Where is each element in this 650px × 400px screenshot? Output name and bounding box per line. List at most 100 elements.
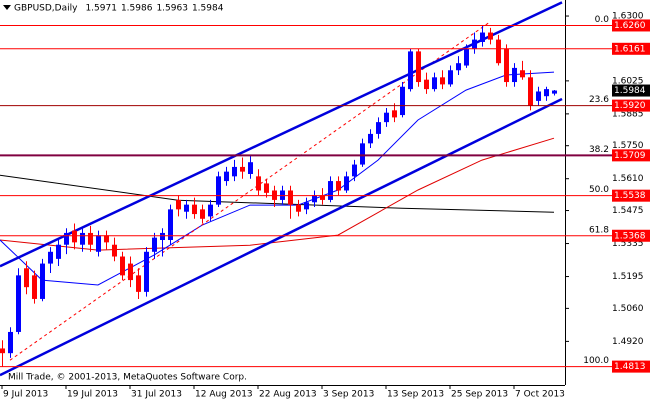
- candle-body: [0, 348, 5, 354]
- overlay-line: [0, 97, 563, 377]
- y-tick-label: 1.5750: [612, 141, 644, 151]
- candle-body: [464, 49, 469, 66]
- candle-body: [88, 232, 93, 245]
- x-tick-label: 25 Sep 2013: [451, 390, 508, 400]
- candle-body: [112, 244, 117, 257]
- candle-body: [32, 275, 37, 299]
- header-value: 1.5971: [85, 4, 117, 14]
- candle-body: [160, 232, 165, 241]
- candle-body: [128, 263, 133, 281]
- candle-body: [248, 162, 253, 174]
- candle-body: [488, 32, 493, 40]
- x-tick-label: 9 Jul 2013: [3, 390, 48, 400]
- level-price-label: 1.5538: [614, 191, 646, 201]
- candle-body: [496, 39, 501, 64]
- candle-body: [304, 202, 309, 210]
- candle-body: [96, 235, 101, 252]
- candle-body: [64, 232, 69, 245]
- candle-body: [432, 77, 437, 90]
- candle-body: [288, 190, 293, 205]
- fib-label: 38.2: [589, 145, 609, 155]
- x-tick-label: 7 Oct 2013: [515, 390, 565, 400]
- candle-body: [344, 176, 349, 191]
- candle-body: [360, 143, 365, 165]
- fib-label: 23.6: [589, 95, 609, 105]
- candle-body: [224, 171, 229, 182]
- level-price-box: [612, 19, 650, 32]
- candle-body: [480, 32, 485, 42]
- candle-body: [144, 251, 149, 292]
- candle-body: [152, 237, 157, 252]
- candle-body: [400, 86, 405, 116]
- candle-body: [440, 77, 445, 85]
- candle-body: [384, 112, 389, 123]
- candle-body: [544, 89, 549, 97]
- candle-body: [456, 63, 461, 71]
- candle-body: [200, 209, 205, 219]
- level-price-label: 1.4813: [614, 362, 646, 372]
- candle-body: [448, 70, 453, 85]
- x-tick-label: 3 Sep 2013: [323, 390, 374, 400]
- y-tick-label: 1.5885: [612, 109, 644, 119]
- y-tick-label: 1.6300: [612, 12, 644, 22]
- candle-body: [320, 195, 325, 200]
- candle-body: [176, 199, 181, 210]
- current-price-box: [612, 84, 650, 97]
- candle-body: [536, 91, 541, 101]
- candle-body: [208, 204, 213, 217]
- candle-body: [408, 51, 413, 90]
- candle-body: [72, 230, 77, 243]
- fib-label: 50.0: [589, 185, 609, 195]
- candle-body: [80, 232, 85, 245]
- x-tick-label: 12 Aug 2013: [195, 390, 253, 400]
- level-price-label: 1.5709: [614, 151, 646, 161]
- candle-body: [552, 90, 557, 94]
- level-price-label: 1.6260: [614, 21, 646, 31]
- candle-body: [336, 181, 341, 191]
- y-tick-label: 1.4920: [612, 337, 644, 347]
- header-value: 1.5963: [156, 4, 188, 14]
- candle-body: [216, 176, 221, 205]
- level-price-box: [612, 229, 650, 242]
- level-price-box: [612, 189, 650, 202]
- header: GBPUSD,Daily 1.5971 1.5986 1.5963 1.5984: [14, 4, 224, 14]
- candle-body: [264, 183, 269, 193]
- header-value: 1.5984: [192, 4, 224, 14]
- level-price-box: [612, 360, 650, 373]
- candle-body: [56, 244, 61, 259]
- level-price-label: 1.5920: [614, 101, 646, 111]
- fib-label: 100.0: [583, 356, 609, 366]
- candle-body: [424, 79, 429, 90]
- level-price-box: [612, 99, 650, 112]
- candle-body: [520, 70, 525, 78]
- candle-body: [168, 209, 173, 241]
- candle-body: [192, 204, 197, 215]
- x-tick-label: 31 Jul 2013: [131, 390, 182, 400]
- y-tick-label: 1.5335: [612, 239, 644, 249]
- candle-body: [8, 331, 13, 354]
- candle-body: [104, 235, 109, 243]
- y-tick-label: 1.6025: [612, 76, 644, 86]
- candle-body: [368, 133, 373, 144]
- y-tick-label: 1.5060: [612, 304, 644, 314]
- y-tick-label: 1.5195: [612, 272, 644, 282]
- fib-label: 61.8: [589, 225, 609, 235]
- candle-body: [504, 49, 509, 83]
- candle-body: [40, 263, 45, 299]
- candle-body: [16, 275, 21, 332]
- candle-body: [240, 166, 245, 172]
- candle-body: [312, 195, 317, 203]
- y-tick-label: 1.5475: [612, 206, 644, 216]
- level-price-label: 1.6161: [614, 44, 646, 54]
- header-value: 1.5986: [121, 4, 153, 14]
- candle-body: [392, 110, 397, 118]
- level-price-label: 1.5368: [614, 231, 646, 241]
- y-tick-label: 1.5610: [612, 174, 644, 184]
- overlay-line: [0, 1, 563, 268]
- menu-arrow[interactable]: [3, 5, 11, 10]
- x-tick-label: 22 Aug 2013: [259, 390, 317, 400]
- fib-label: 0.0: [595, 15, 610, 25]
- candle-body: [184, 204, 189, 212]
- overlay-line: [9, 21, 491, 361]
